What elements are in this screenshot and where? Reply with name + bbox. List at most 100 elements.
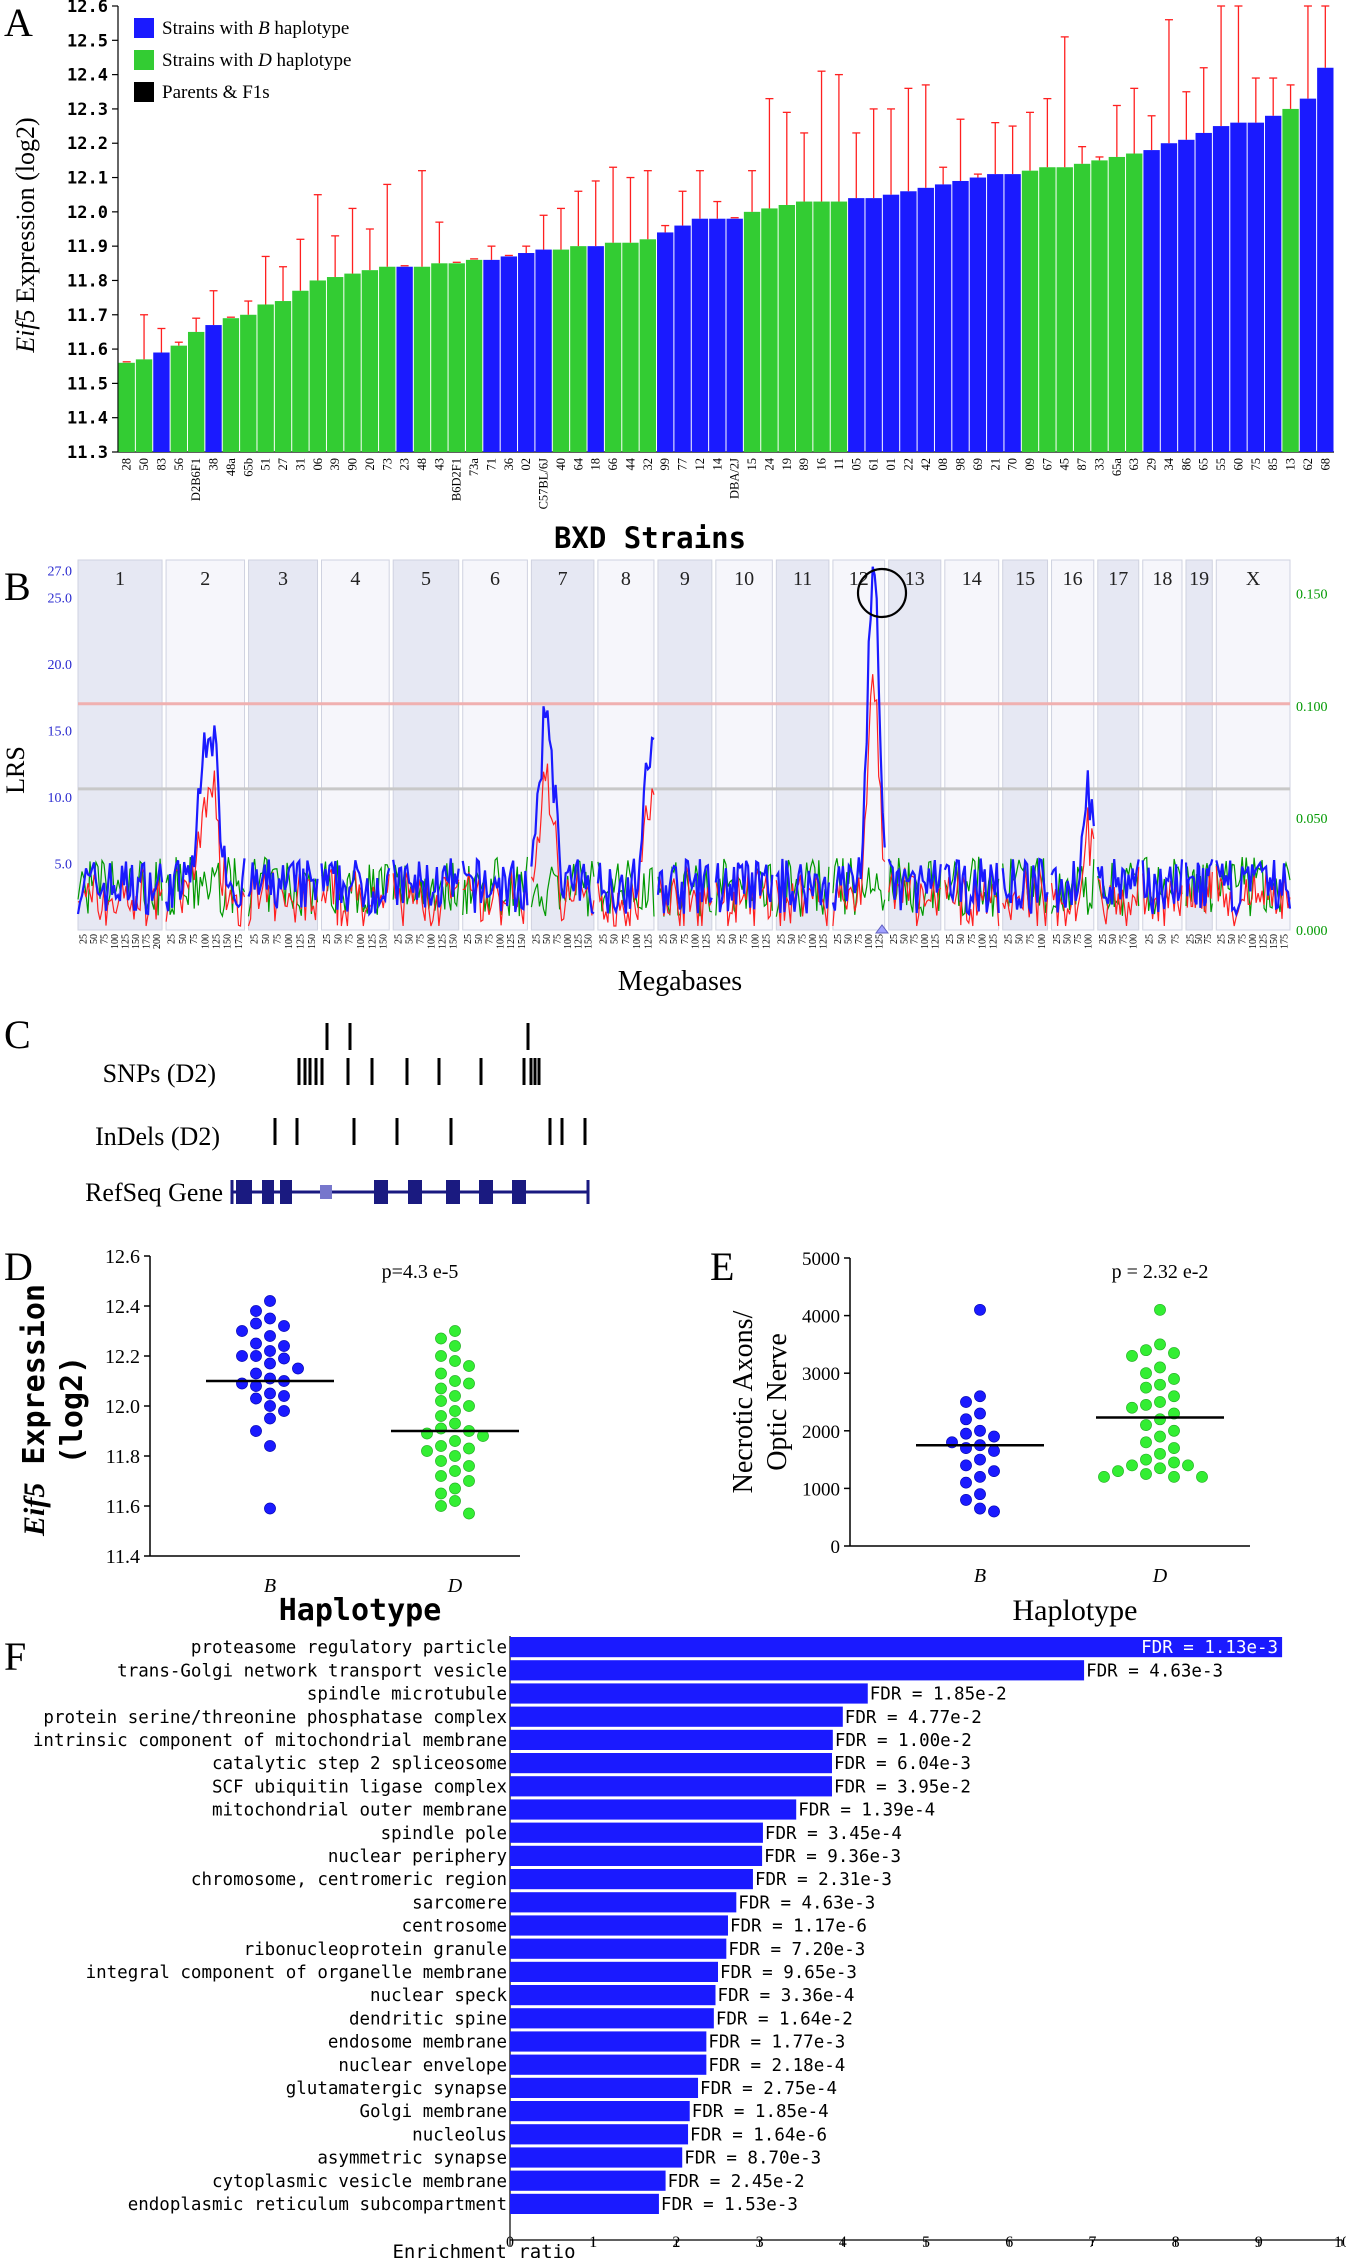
e-ytick-label: 5000 xyxy=(802,1249,840,1270)
panel-letter-f: F xyxy=(4,1634,26,1679)
a-bar xyxy=(570,246,587,452)
b-mb-tick: 75 xyxy=(272,934,283,944)
a-xtick-label: 64 xyxy=(571,457,585,470)
d-dot xyxy=(264,1412,276,1425)
d-dot xyxy=(264,1502,276,1515)
f-xtick-label: 6 xyxy=(1005,2234,1013,2251)
b-mb-tick: 100 xyxy=(356,934,367,949)
f-fdr-label: FDR = 2.75e-4 xyxy=(700,2079,837,2099)
e-dot xyxy=(974,1390,986,1403)
f-xtick-label: 3 xyxy=(756,2234,764,2251)
a-xtick-label: 12 xyxy=(693,458,707,471)
f-category-label: protein serine/threonine phosphatase com… xyxy=(43,1708,507,1728)
panel-c-gene-track: SNPs (D2) InDels (D2) RefSeq Gene xyxy=(85,1023,590,1207)
b-mb-tick: 75 xyxy=(798,934,809,944)
f-fdr-label: FDR = 2.31e-3 xyxy=(755,1870,892,1890)
f-category-label: sarcomere xyxy=(412,1893,507,1913)
a-xtick-label: 69 xyxy=(971,458,985,471)
b-lrs-line xyxy=(1050,770,1095,913)
a-bar xyxy=(1265,115,1282,453)
d-dot xyxy=(435,1440,447,1452)
a-xtick-label: 85 xyxy=(1266,458,1280,471)
panel-f-xlabel: Enrichment ratio xyxy=(392,2241,575,2258)
b-mb-tick: 50 xyxy=(405,934,416,944)
a-bar xyxy=(778,204,795,452)
a-ytick-label: 11.6 xyxy=(67,340,108,360)
e-dot xyxy=(960,1459,972,1472)
b-chrom-band xyxy=(888,559,942,931)
e-dot xyxy=(1126,1459,1138,1472)
d-dot xyxy=(435,1382,447,1395)
b-mb-tick: 25 xyxy=(1217,934,1228,944)
b-mb-tick: 100 xyxy=(284,934,295,949)
f-fdr-label: FDR = 4.63e-3 xyxy=(738,1893,875,1913)
f-fdr-label: FDR = 1.53e-3 xyxy=(661,2195,798,2215)
f-fdr-label: FDR = 3.45e-4 xyxy=(765,1824,902,1844)
d-ytick-label: 12.2 xyxy=(105,1346,140,1368)
a-bar xyxy=(396,266,413,452)
a-legend-label: Strains with B haplotype xyxy=(162,18,349,39)
b-mb-tick: 75 xyxy=(739,934,750,944)
e-dot xyxy=(1154,1447,1166,1460)
f-category-label: ribonucleoprotein granule xyxy=(244,1940,507,1960)
f-bar xyxy=(510,1729,833,1750)
b-mb-tick: 100 xyxy=(1037,934,1048,949)
b-chrom-label: 19 xyxy=(1189,568,1209,590)
b-mb-tick: 50 xyxy=(542,934,553,944)
e-dot xyxy=(1154,1378,1166,1391)
d-dot xyxy=(264,1312,276,1325)
b-mb-tick: 50 xyxy=(787,934,798,944)
e-dot xyxy=(1126,1350,1138,1362)
a-ytick-label: 11.9 xyxy=(67,237,108,257)
a-xtick-label: 20 xyxy=(363,458,377,471)
a-xtick-label: 66 xyxy=(606,458,620,471)
f-bar xyxy=(510,1753,832,1774)
b-lrs-line xyxy=(461,856,529,913)
e-dot xyxy=(974,1470,986,1483)
b-chrom-label: 7 xyxy=(558,568,568,590)
d-dot xyxy=(292,1362,304,1375)
d-dot xyxy=(236,1377,248,1390)
d-dot xyxy=(463,1442,475,1455)
e-ytick-label: 0 xyxy=(831,1537,841,1558)
a-xtick-label: 28 xyxy=(120,458,134,471)
b-mb-tick: 150 xyxy=(307,934,318,949)
f-bar xyxy=(510,1637,1283,1658)
a-ytick-label: 11.8 xyxy=(67,271,108,291)
track-label-indels: InDels (D2) xyxy=(95,1122,220,1151)
f-category-label: glutamatergic synapse xyxy=(286,2079,507,2099)
a-bar xyxy=(344,273,361,452)
a-ytick-label: 12.6 xyxy=(67,0,108,17)
d-dot xyxy=(449,1465,461,1477)
panel-letter-a: A xyxy=(4,0,33,45)
d-dot xyxy=(449,1482,461,1495)
a-xtick-label: 13 xyxy=(1284,458,1298,471)
f-bar xyxy=(510,2077,699,2098)
a-bar xyxy=(1299,98,1317,452)
a-xtick-label: 02 xyxy=(519,458,533,471)
e-dot xyxy=(1140,1367,1152,1380)
a-bar xyxy=(813,201,830,452)
f-bar xyxy=(510,1706,843,1727)
b-mb-tick: 100 xyxy=(1084,934,1095,949)
a-bar xyxy=(691,218,709,452)
e-dot xyxy=(1168,1390,1180,1403)
b-mb-tick: 25 xyxy=(78,934,89,944)
e-dot xyxy=(1140,1453,1152,1466)
f-category-label: nucleolus xyxy=(412,2125,507,2145)
a-bar xyxy=(483,259,500,452)
b-mb-tick: 75 xyxy=(1238,934,1249,944)
f-bar xyxy=(510,1799,797,1820)
f-category-label: integral component of organelle membrane xyxy=(86,1963,507,1983)
d-dot xyxy=(449,1390,461,1402)
a-ytick-label: 12.4 xyxy=(67,66,108,86)
f-xtick-label: 2 xyxy=(672,2234,680,2251)
b-mb-tick: 50 xyxy=(669,934,680,944)
f-category-label: proteasome regulatory particle xyxy=(191,1638,507,1658)
a-bar xyxy=(326,277,344,452)
a-bar xyxy=(674,225,691,452)
b-chrom-band xyxy=(597,559,655,931)
e-dot xyxy=(974,1488,986,1501)
f-category-label: endoplasmic reticulum subcompartment xyxy=(128,2195,507,2215)
a-bar xyxy=(709,218,726,452)
